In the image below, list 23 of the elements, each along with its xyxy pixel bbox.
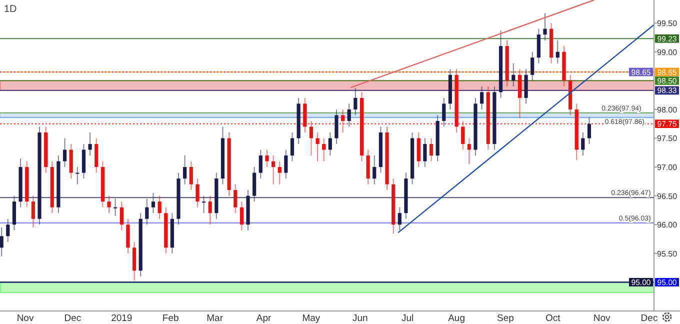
x-tick-label: Mar bbox=[206, 313, 224, 324]
x-tick-label: Dec bbox=[64, 313, 82, 324]
x-tick-label: Jul bbox=[401, 313, 414, 324]
y-tick-label: 97.00 bbox=[657, 163, 678, 172]
x-tick-label: Apr bbox=[256, 313, 272, 324]
x-tick-label: Sep bbox=[497, 313, 514, 324]
x-tick-label: Oct bbox=[546, 313, 561, 324]
x-tick-label: Feb bbox=[162, 313, 179, 324]
y-tick-label: 99.50 bbox=[657, 19, 678, 28]
x-tick-label: Dec bbox=[640, 313, 658, 324]
y-tick-label: 95.50 bbox=[657, 249, 678, 258]
y-tick-label: 99.00 bbox=[657, 48, 678, 57]
x-tick-label: Jun bbox=[352, 313, 368, 324]
x-tick-label: 2019 bbox=[111, 313, 132, 324]
chart-title: 1D bbox=[4, 4, 17, 15]
x-tick-label: Aug bbox=[448, 313, 465, 324]
y-tick-label: 96.50 bbox=[657, 192, 678, 201]
y-tick-label: 97.50 bbox=[657, 134, 678, 144]
x-tick-label: May bbox=[302, 313, 320, 324]
x-tick-label: Nov bbox=[16, 313, 34, 324]
y-tick-label: 96.00 bbox=[657, 220, 678, 230]
x-tick-label: Nov bbox=[593, 313, 611, 324]
y-tick-label: 98.00 bbox=[657, 105, 678, 114]
